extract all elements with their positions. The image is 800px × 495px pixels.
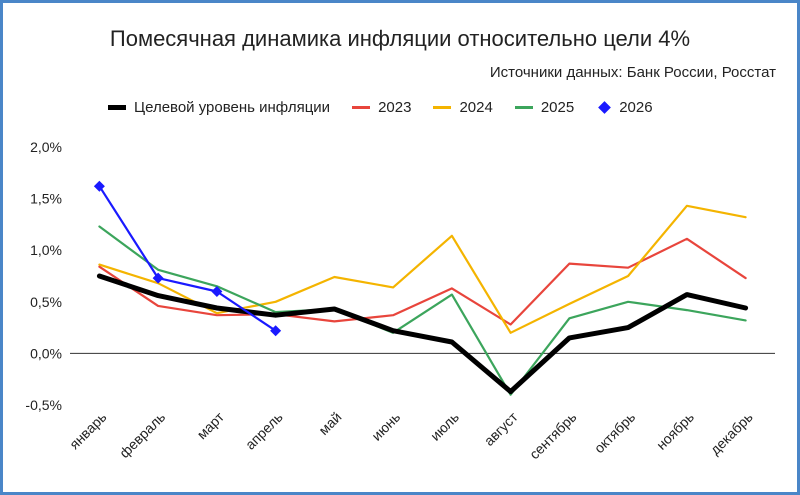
series-line-целевой-уровень-инфляции <box>96 273 749 395</box>
x-tick-label: октябрь <box>591 409 638 456</box>
y-tick-label: 1,0% <box>30 242 62 258</box>
series-point-2026 <box>152 272 164 284</box>
legend-swatch <box>433 106 452 109</box>
chart-title: Помесячная динамика инфляции относительн… <box>109 26 691 51</box>
legend-item: 2025 <box>514 99 575 116</box>
legend-swatch <box>108 105 126 110</box>
x-tick-label: август <box>481 408 521 448</box>
x-tick-label: июль <box>427 409 462 444</box>
series-point-2026 <box>270 325 282 337</box>
y-tick-label: -0,5% <box>25 397 62 413</box>
x-tick-label: апрель <box>242 409 286 453</box>
legend-item: 2026 <box>596 99 653 116</box>
series-line-2025 <box>98 225 747 396</box>
series-point-2026 <box>211 285 223 297</box>
x-tick-label: март <box>194 408 228 442</box>
legend-label: 2024 <box>459 99 493 116</box>
legend-item: Целевой уровень инфляции <box>108 99 330 116</box>
series-point-2026 <box>93 180 105 192</box>
x-tick-label: ноябрь <box>653 409 697 453</box>
y-tick-label: 0,0% <box>30 345 62 361</box>
chart-legend: Целевой уровень инфляции 2023 2024 2025 2026 <box>108 99 675 116</box>
legend-swatch <box>514 106 533 109</box>
y-tick-label: 2,0% <box>30 139 62 155</box>
x-tick-label: декабрь <box>707 409 756 458</box>
legend-label: 2026 <box>619 99 653 116</box>
y-tick-label: 0,5% <box>30 294 62 310</box>
x-tick-label: сентябрь <box>526 409 579 462</box>
legend-item: 2023 <box>352 99 411 116</box>
y-tick-label: 1,5% <box>30 191 62 207</box>
series-line-2026 <box>98 185 277 332</box>
legend-label: 2023 <box>378 99 412 116</box>
x-tick-label: май <box>315 409 344 438</box>
legend-label: 2025 <box>540 99 575 116</box>
x-tick-label: январь <box>66 409 109 452</box>
x-tick-label: февраль <box>116 409 168 461</box>
chart-source: Источники данных: Банк России, Росстат <box>489 64 776 81</box>
x-tick-label: июнь <box>368 409 403 444</box>
legend-item: 2024 <box>433 99 493 116</box>
legend-label: Целевой уровень инфляции <box>134 99 331 116</box>
legend-swatch <box>352 106 371 109</box>
